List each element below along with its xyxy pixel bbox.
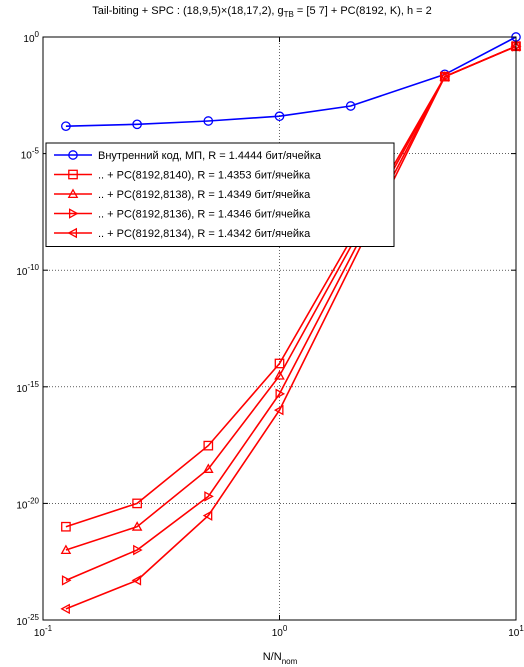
legend-entry: .. + PC(8192,8134), R = 1.4342 бит/ячейк…: [54, 227, 311, 240]
data-point: [203, 116, 214, 126]
legend-label: .. + PC(8192,8138), R = 1.4349 бит/ячейк…: [98, 189, 311, 201]
series-3: [60, 40, 522, 555]
series-line: [65, 45, 517, 610]
legend-label: Внутренний код, МП, R = 1.4444 бит/ячейк…: [98, 150, 322, 162]
data-point: [439, 71, 449, 82]
y-tick-label: 10-25: [16, 613, 39, 628]
data-point: [132, 498, 142, 509]
chart-title: Tail-biting + SPC : (18,9,5)×(18,17,2), …: [92, 5, 432, 19]
data-point: [274, 370, 285, 380]
data-point: [131, 521, 143, 531]
legend-label: .. + PC(8192,8134), R = 1.4342 бит/ячейк…: [98, 228, 311, 240]
series-2: [61, 41, 521, 532]
data-point: [202, 510, 213, 521]
y-tick-label: 10-20: [16, 496, 39, 511]
data-point: [61, 121, 71, 132]
legend: Внутренний код, МП, R = 1.4444 бит/ячейк…: [45, 142, 395, 247]
data-point: [275, 388, 286, 400]
data-point: [68, 208, 79, 219]
data-point: [68, 150, 78, 160]
series-line: [65, 45, 517, 528]
data-point: [133, 544, 143, 556]
chart-title-prefix: Tail-biting + SPC : (18,9,5)×(18,17,2), …: [92, 5, 283, 17]
legend-entry: .. + PC(8192,8138), R = 1.4349 бит/ячейк…: [54, 188, 311, 201]
y-tick-label: 10-15: [16, 380, 39, 395]
data-point: [61, 575, 72, 586]
data-point: [273, 404, 284, 416]
x-tick-label: 100: [272, 624, 288, 639]
y-tick-label: 10-5: [21, 147, 40, 162]
x-axis-label-main: N/N: [263, 651, 282, 663]
data-point: [345, 101, 356, 111]
legend-label: .. + PC(8192,8140), R = 1.4353 бит/ячейк…: [98, 170, 311, 182]
data-point: [60, 603, 70, 615]
y-tick-label: 100: [23, 30, 39, 45]
legend-entry: .. + PC(8192,8140), R = 1.4353 бит/ячейк…: [54, 170, 311, 182]
x-axis-label-sub: nom: [282, 657, 298, 666]
x-tick-label: 101: [508, 624, 524, 639]
series-5: [60, 40, 521, 615]
x-tick-label: 10-1: [34, 624, 53, 639]
data-point: [131, 575, 142, 586]
chart-title-sub: TB: [284, 10, 294, 19]
legend-entry: Внутренний код, МП, R = 1.4444 бит/ячейк…: [54, 150, 322, 162]
series-1: [61, 32, 521, 132]
data-point: [203, 463, 214, 473]
data-point: [68, 169, 78, 180]
data-point: [132, 119, 142, 130]
legend-box: [45, 142, 395, 247]
legend-label: .. + PC(8192,8136), R = 1.4346 бит/ячейк…: [98, 209, 311, 221]
data-point: [67, 227, 78, 239]
y-tick-label: 10-10: [16, 263, 39, 278]
legend-entry: .. + PC(8192,8136), R = 1.4346 бит/ячейк…: [54, 208, 311, 221]
series-layer: [60, 32, 522, 615]
x-axis-label: N/Nnom: [263, 651, 298, 666]
tick-labels: 10-1 100 101 100 10-5 10-10 10-15 10-20 10-25: [16, 30, 524, 639]
data-point: [203, 440, 214, 451]
data-point: [204, 491, 214, 502]
data-point: [67, 188, 79, 199]
data-point: [60, 544, 72, 555]
data-point: [61, 521, 71, 532]
data-point: [274, 111, 285, 122]
chart-title-suffix: = [5 7] + PC(8192, K), h = 2: [294, 5, 432, 17]
data-point: [274, 358, 285, 369]
